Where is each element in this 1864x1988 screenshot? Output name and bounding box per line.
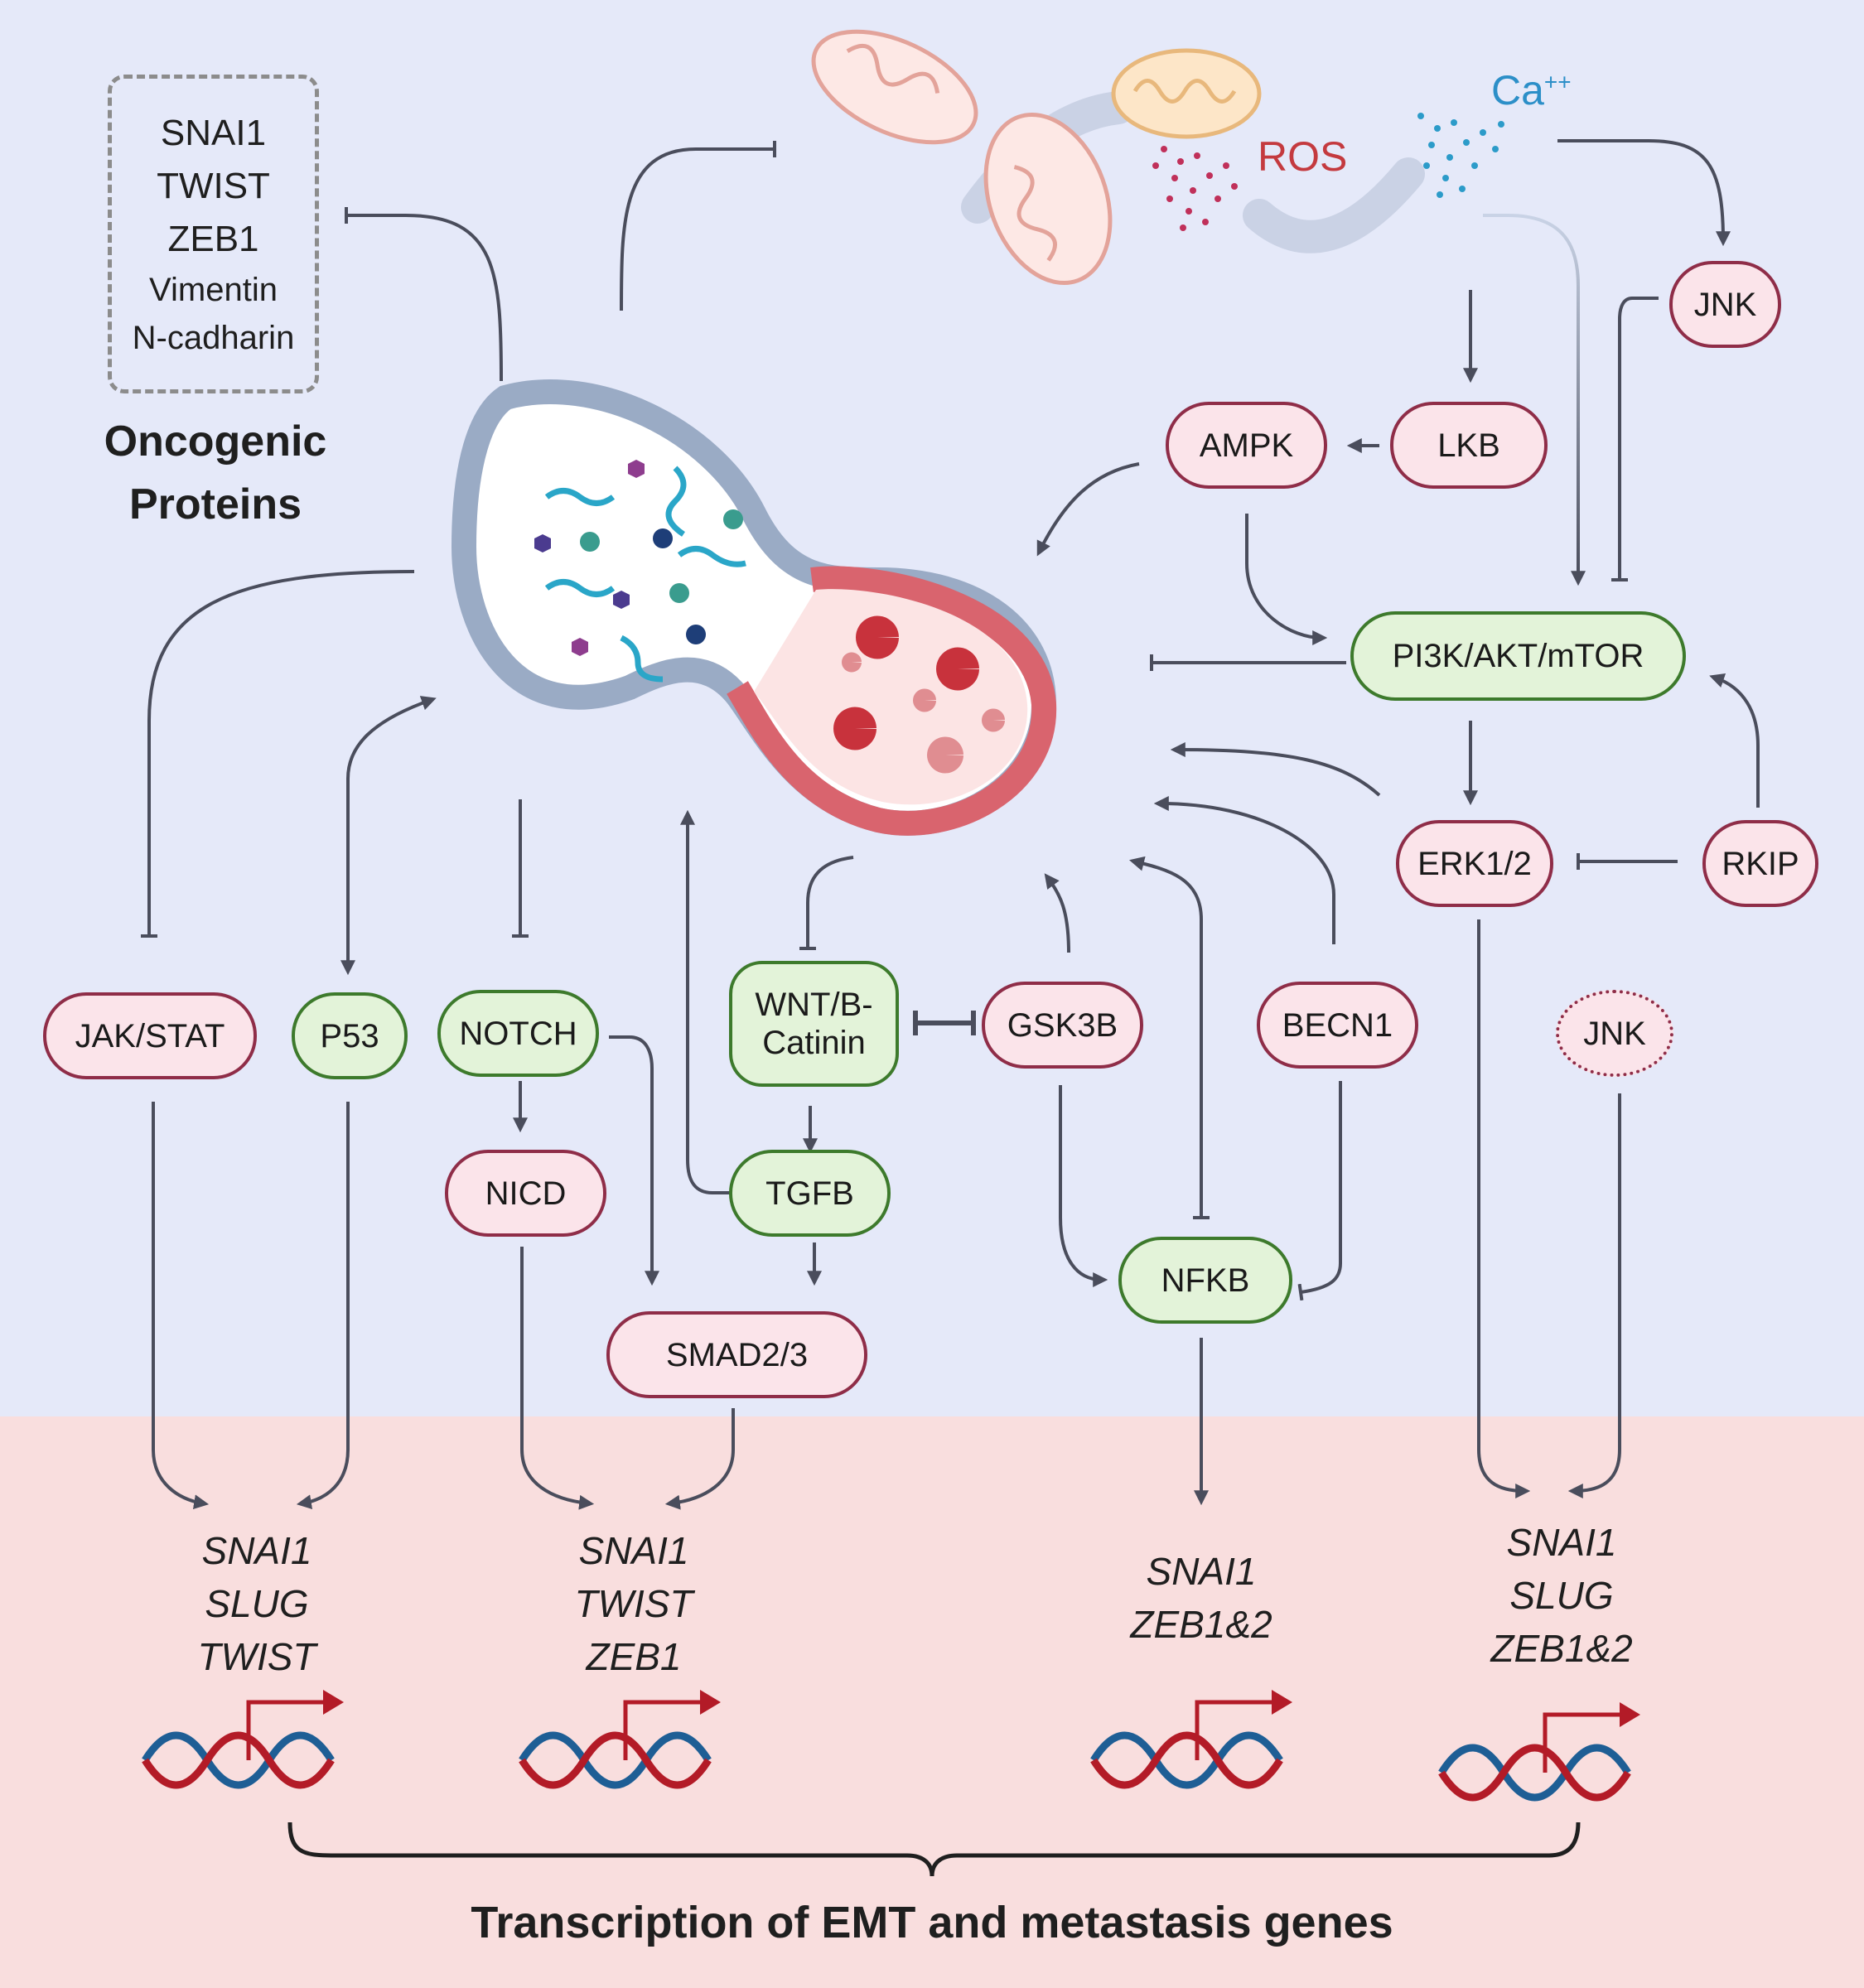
node-lkb[interactable]: LKB	[1390, 402, 1548, 489]
connectors	[141, 139, 1760, 1877]
node-label-line: WNT/B-	[755, 987, 873, 1023]
gene-label: SNAI1	[1146, 1550, 1257, 1593]
node-rkip[interactable]: RKIP	[1702, 820, 1818, 907]
node-becn1[interactable]: BECN1	[1257, 982, 1418, 1069]
gene-label: ZEB1&2	[1130, 1603, 1272, 1646]
oncogenic-proteins-title: Oncogenic Proteins	[50, 410, 381, 536]
dna-helix-1	[142, 1690, 344, 1789]
node-smad[interactable]: SMAD2/3	[606, 1311, 867, 1398]
protein-item: Vimentin	[149, 271, 278, 308]
node-label-line: Catinin	[762, 1025, 866, 1061]
gene-label: TWIST	[574, 1582, 693, 1625]
protein-item: TWIST	[157, 165, 270, 206]
gene-label: SNAI1	[578, 1529, 689, 1572]
autophagosome-cell	[451, 379, 1057, 836]
calcium-charge: ++	[1543, 69, 1572, 95]
oncogenic-proteins-box: SNAI1 TWIST ZEB1 Vimentin N-cadharin	[108, 75, 319, 393]
ros-label: ROS	[1258, 133, 1348, 180]
node-gsk3b[interactable]: GSK3B	[982, 982, 1143, 1069]
gene-group-4: SNAI1 SLUG ZEB1&2	[1462, 1516, 1661, 1675]
node-jnk-top[interactable]: JNK	[1669, 261, 1781, 348]
footer-title: Transcription of EMT and metastasis gene…	[471, 1898, 1393, 1947]
gene-label: ZEB1&2	[1490, 1627, 1633, 1670]
node-jak-stat[interactable]: JAK/STAT	[43, 992, 257, 1079]
gene-group-2: SNAI1 TWIST ZEB1	[543, 1524, 725, 1683]
cargo-particles	[534, 460, 746, 683]
gene-label: TWIST	[197, 1635, 316, 1678]
dna-helix-4	[1438, 1702, 1640, 1802]
node-tgfb[interactable]: TGFB	[729, 1150, 891, 1237]
node-jnk-bottom[interactable]: JNK	[1556, 990, 1673, 1077]
calcium-label: Ca++	[1491, 66, 1572, 114]
node-p53[interactable]: P53	[292, 992, 408, 1079]
node-ampk[interactable]: AMPK	[1166, 402, 1327, 489]
gene-label: SLUG	[205, 1582, 309, 1625]
gene-label: SLUG	[1509, 1574, 1614, 1617]
lysosome-enzymes	[833, 615, 1005, 774]
protein-item: SNAI1	[160, 112, 267, 153]
gene-label: SNAI1	[201, 1529, 312, 1572]
ros-particles	[1152, 146, 1238, 231]
mitochondria-group	[811, 29, 1504, 286]
node-notch[interactable]: NOTCH	[437, 990, 599, 1077]
gene-group-3: SNAI1 ZEB1&2	[1102, 1545, 1301, 1651]
node-nfkb[interactable]: NFKB	[1118, 1237, 1292, 1324]
calcium-text: Ca	[1491, 67, 1544, 113]
protein-item: ZEB1	[167, 218, 259, 259]
node-pi3k-akt-mtor[interactable]: PI3K/AKT/mTOR	[1350, 611, 1686, 701]
protein-item: N-cadharin	[132, 319, 295, 356]
dna-helix-3	[1090, 1690, 1292, 1789]
dna-helix-2	[519, 1690, 721, 1789]
title-line: Oncogenic	[104, 417, 327, 466]
calcium-particles	[1417, 113, 1504, 198]
node-wnt-b-catinin[interactable]: WNT/B- Catinin	[729, 961, 899, 1087]
gene-label: SNAI1	[1506, 1521, 1617, 1564]
title-line: Proteins	[128, 480, 302, 528]
node-nicd[interactable]: NICD	[445, 1150, 606, 1237]
gene-label: ZEB1	[586, 1635, 682, 1678]
node-erk[interactable]: ERK1/2	[1396, 820, 1553, 907]
gene-group-1: SNAI1 SLUG TWIST	[166, 1524, 348, 1683]
